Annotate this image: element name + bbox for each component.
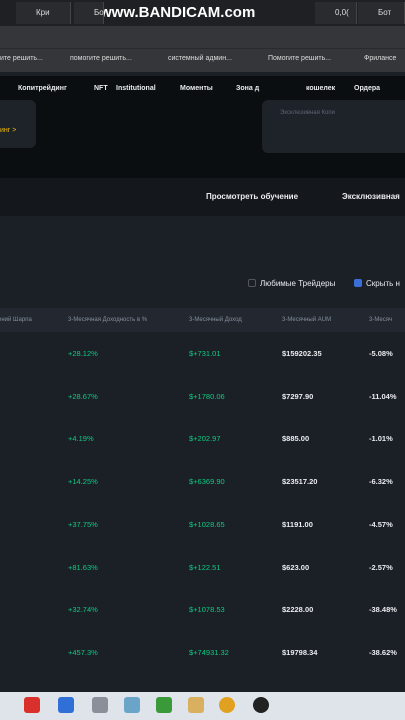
table-header-bg <box>0 308 405 332</box>
table-cell: $23517.20 <box>282 477 318 487</box>
table-cell: +28.67% <box>68 391 98 401</box>
taskbar-icon[interactable] <box>219 697 235 713</box>
toolbar <box>0 178 405 216</box>
table-cell: $+122.51 <box>189 562 221 572</box>
tab[interactable]: 0,0( <box>315 2 357 24</box>
table-cell: -2.57% <box>369 562 393 572</box>
address-bar <box>0 26 405 48</box>
table-cell: $+6369.90 <box>189 477 225 487</box>
table-cell: +457.3% <box>68 647 98 657</box>
nav-item[interactable]: NFT <box>94 85 108 92</box>
table-cell: +28.12% <box>68 349 98 358</box>
table-cell: +32.74% <box>68 605 98 615</box>
bookmark[interactable]: Помогите решить... <box>268 55 332 62</box>
table-cell: $+1078.53 <box>189 605 225 615</box>
nav-bar <box>0 76 405 100</box>
taskbar-icon[interactable] <box>58 697 74 713</box>
checkbox[interactable] <box>248 279 256 287</box>
filter[interactable]: Любимые Трейдеры <box>260 279 336 288</box>
table-cell: $885.00 <box>282 434 310 444</box>
table-cell: +14.25% <box>68 477 98 487</box>
table-cell: -38.62% <box>369 647 397 657</box>
table-cell: +4.19% <box>68 434 94 444</box>
taskbar-icon[interactable] <box>92 697 108 713</box>
taskbar-icon[interactable] <box>253 697 269 713</box>
table-cell: $+1780.06 <box>189 391 225 401</box>
table-cell: $7297.90 <box>282 391 314 401</box>
nav-item[interactable]: Ордера <box>354 85 381 92</box>
taskbar-icon[interactable] <box>24 697 40 713</box>
button[interactable]: Просмотреть обучение <box>206 192 299 201</box>
table-cell: $623.00 <box>282 562 310 572</box>
hero-link[interactable]: инг > <box>0 127 17 134</box>
table-cell: $+731.01 <box>189 349 221 358</box>
column-header: 3-Месяч <box>369 317 393 323</box>
table-cell: $+74931.32 <box>189 647 229 657</box>
table-cell: $2228.00 <box>282 605 314 615</box>
table-cell: -38.48% <box>369 605 397 615</box>
bookmark[interactable]: помогите решить... <box>70 55 132 62</box>
hero-card-right <box>262 100 405 153</box>
table-cell: $159202.35 <box>282 349 322 358</box>
bookmarks-bar <box>0 48 405 72</box>
table-cell: +37.75% <box>68 519 98 529</box>
hero-card-left <box>0 100 36 148</box>
column-header: 3-Месячная Доходность в % <box>68 317 148 323</box>
table-cell: -1.01% <box>369 434 393 444</box>
taskbar-icon[interactable] <box>156 697 172 713</box>
bookmark[interactable]: системный админ... <box>168 55 232 62</box>
table-cell: -5.08% <box>369 349 393 358</box>
filter[interactable]: Скрыть н <box>366 279 400 288</box>
taskbar-icon[interactable] <box>124 697 140 713</box>
table-cell: $1191.00 <box>282 519 313 529</box>
table-cell: -11.04% <box>369 391 397 401</box>
nav-item[interactable]: Копитрейдинг <box>18 85 67 92</box>
table-cell: $19798.34 <box>282 647 318 657</box>
card-text: Эксклюзивная Копи <box>280 110 335 116</box>
checkbox[interactable] <box>354 279 362 287</box>
taskbar-icon[interactable] <box>188 697 204 713</box>
table-cell: -4.57% <box>369 519 393 529</box>
column-header: ений Шарпа <box>0 317 32 323</box>
bookmark[interactable]: Фрилансе <box>364 55 397 62</box>
table-cell: $+1028.65 <box>189 519 225 529</box>
table-cell: -6.32% <box>369 477 393 487</box>
bookmark[interactable]: ите решить... <box>0 55 43 62</box>
nav-item[interactable]: Моменты <box>180 85 213 92</box>
nav-item[interactable]: кошелек <box>306 85 336 92</box>
tab[interactable]: Бо <box>74 2 104 24</box>
tab[interactable]: Кри <box>16 2 71 24</box>
column-header: 3-Месячный AUM <box>282 317 332 323</box>
table-cell: +81.63% <box>68 562 98 572</box>
nav-item[interactable]: Institutional <box>116 85 156 92</box>
watermark: www.BANDICAM.com <box>100 4 256 21</box>
table-cell: $+202.97 <box>189 434 221 444</box>
nav-item[interactable]: Зона д <box>236 85 260 92</box>
button[interactable]: Эксклюзивная <box>342 192 400 201</box>
column-header: 3-Месячный Доход <box>189 317 242 323</box>
